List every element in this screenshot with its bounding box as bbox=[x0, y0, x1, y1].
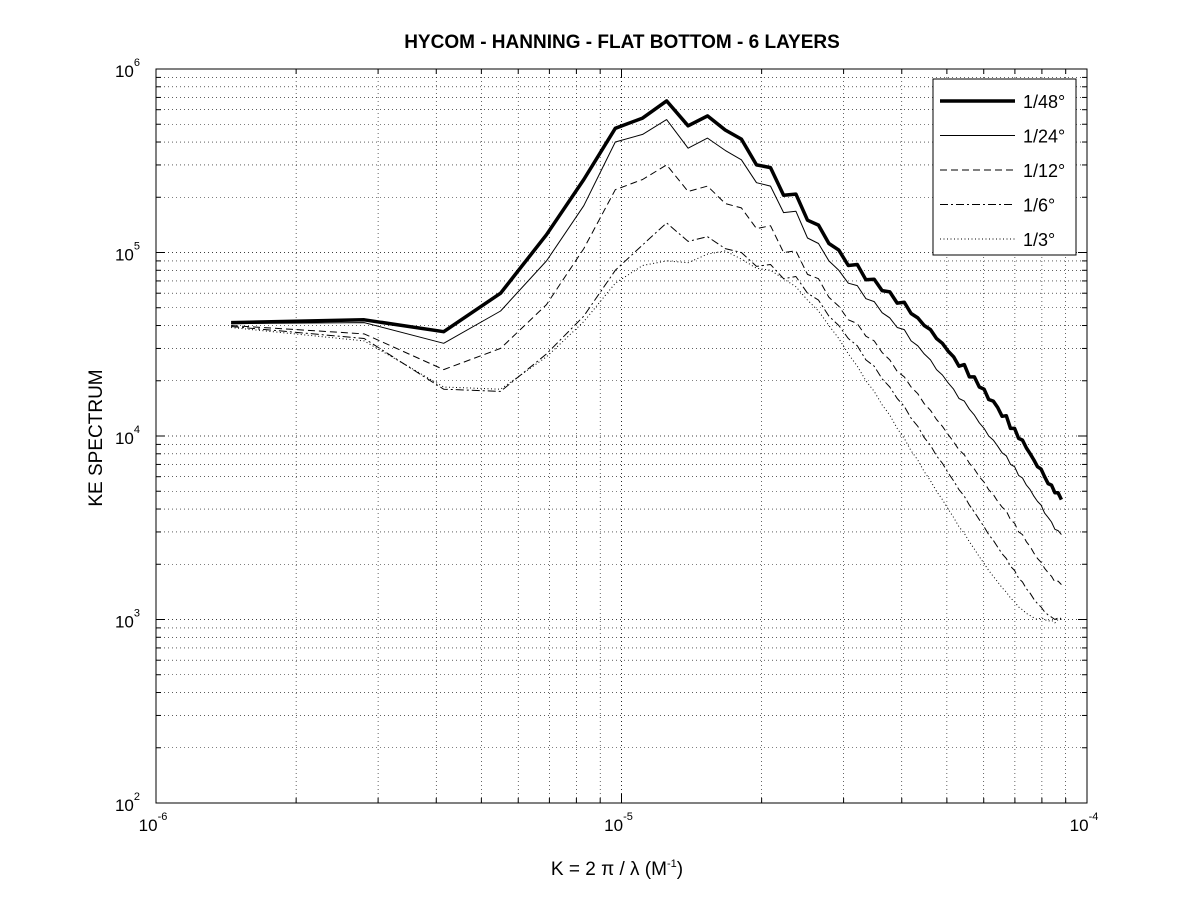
series-line-1 bbox=[231, 99, 1063, 501]
series-line-5 bbox=[231, 250, 1062, 624]
legend-label: 1/12° bbox=[1023, 161, 1065, 181]
y-axis-label: KE SPECTRUM bbox=[86, 369, 107, 506]
x-axis-label-tail: ) bbox=[677, 859, 683, 880]
y-tick-label: 102 bbox=[115, 791, 140, 815]
legend: 1/48° 1/24° 1/12° 1/6° 1/3° bbox=[932, 78, 1077, 256]
legend-label: 1/48° bbox=[1023, 92, 1065, 112]
x-tick-label: 10-6 bbox=[139, 811, 168, 835]
x-tick-label: 10-4 bbox=[1070, 811, 1099, 835]
x-tick-label: 10-5 bbox=[604, 811, 633, 835]
y-tick-label: 105 bbox=[115, 241, 140, 265]
legend-label: 1/24° bbox=[1023, 127, 1065, 147]
legend-label: 1/3° bbox=[1023, 230, 1055, 250]
series-line-2 bbox=[231, 119, 1062, 535]
legend-box bbox=[932, 78, 1077, 256]
y-tick-label: 106 bbox=[115, 57, 140, 81]
axis-ticks: 10-6 10-5 10-4 102 103 104 105 106 bbox=[115, 57, 1098, 835]
x-axis-label: K = 2 π / λ (M-1) bbox=[551, 858, 683, 880]
legend-label: 1/6° bbox=[1023, 196, 1055, 216]
series-lines bbox=[231, 99, 1063, 624]
series-line-4 bbox=[231, 222, 1062, 620]
series-line-3 bbox=[231, 164, 1062, 585]
y-tick-label: 103 bbox=[115, 608, 140, 632]
y-tick-label: 104 bbox=[115, 424, 140, 448]
chart-title: HYCOM - HANNING - FLAT BOTTOM - 6 LAYERS bbox=[404, 32, 840, 53]
x-axis-label-exponent: -1 bbox=[667, 858, 677, 870]
x-axis-label-main: K = 2 π / λ (M bbox=[551, 859, 667, 880]
